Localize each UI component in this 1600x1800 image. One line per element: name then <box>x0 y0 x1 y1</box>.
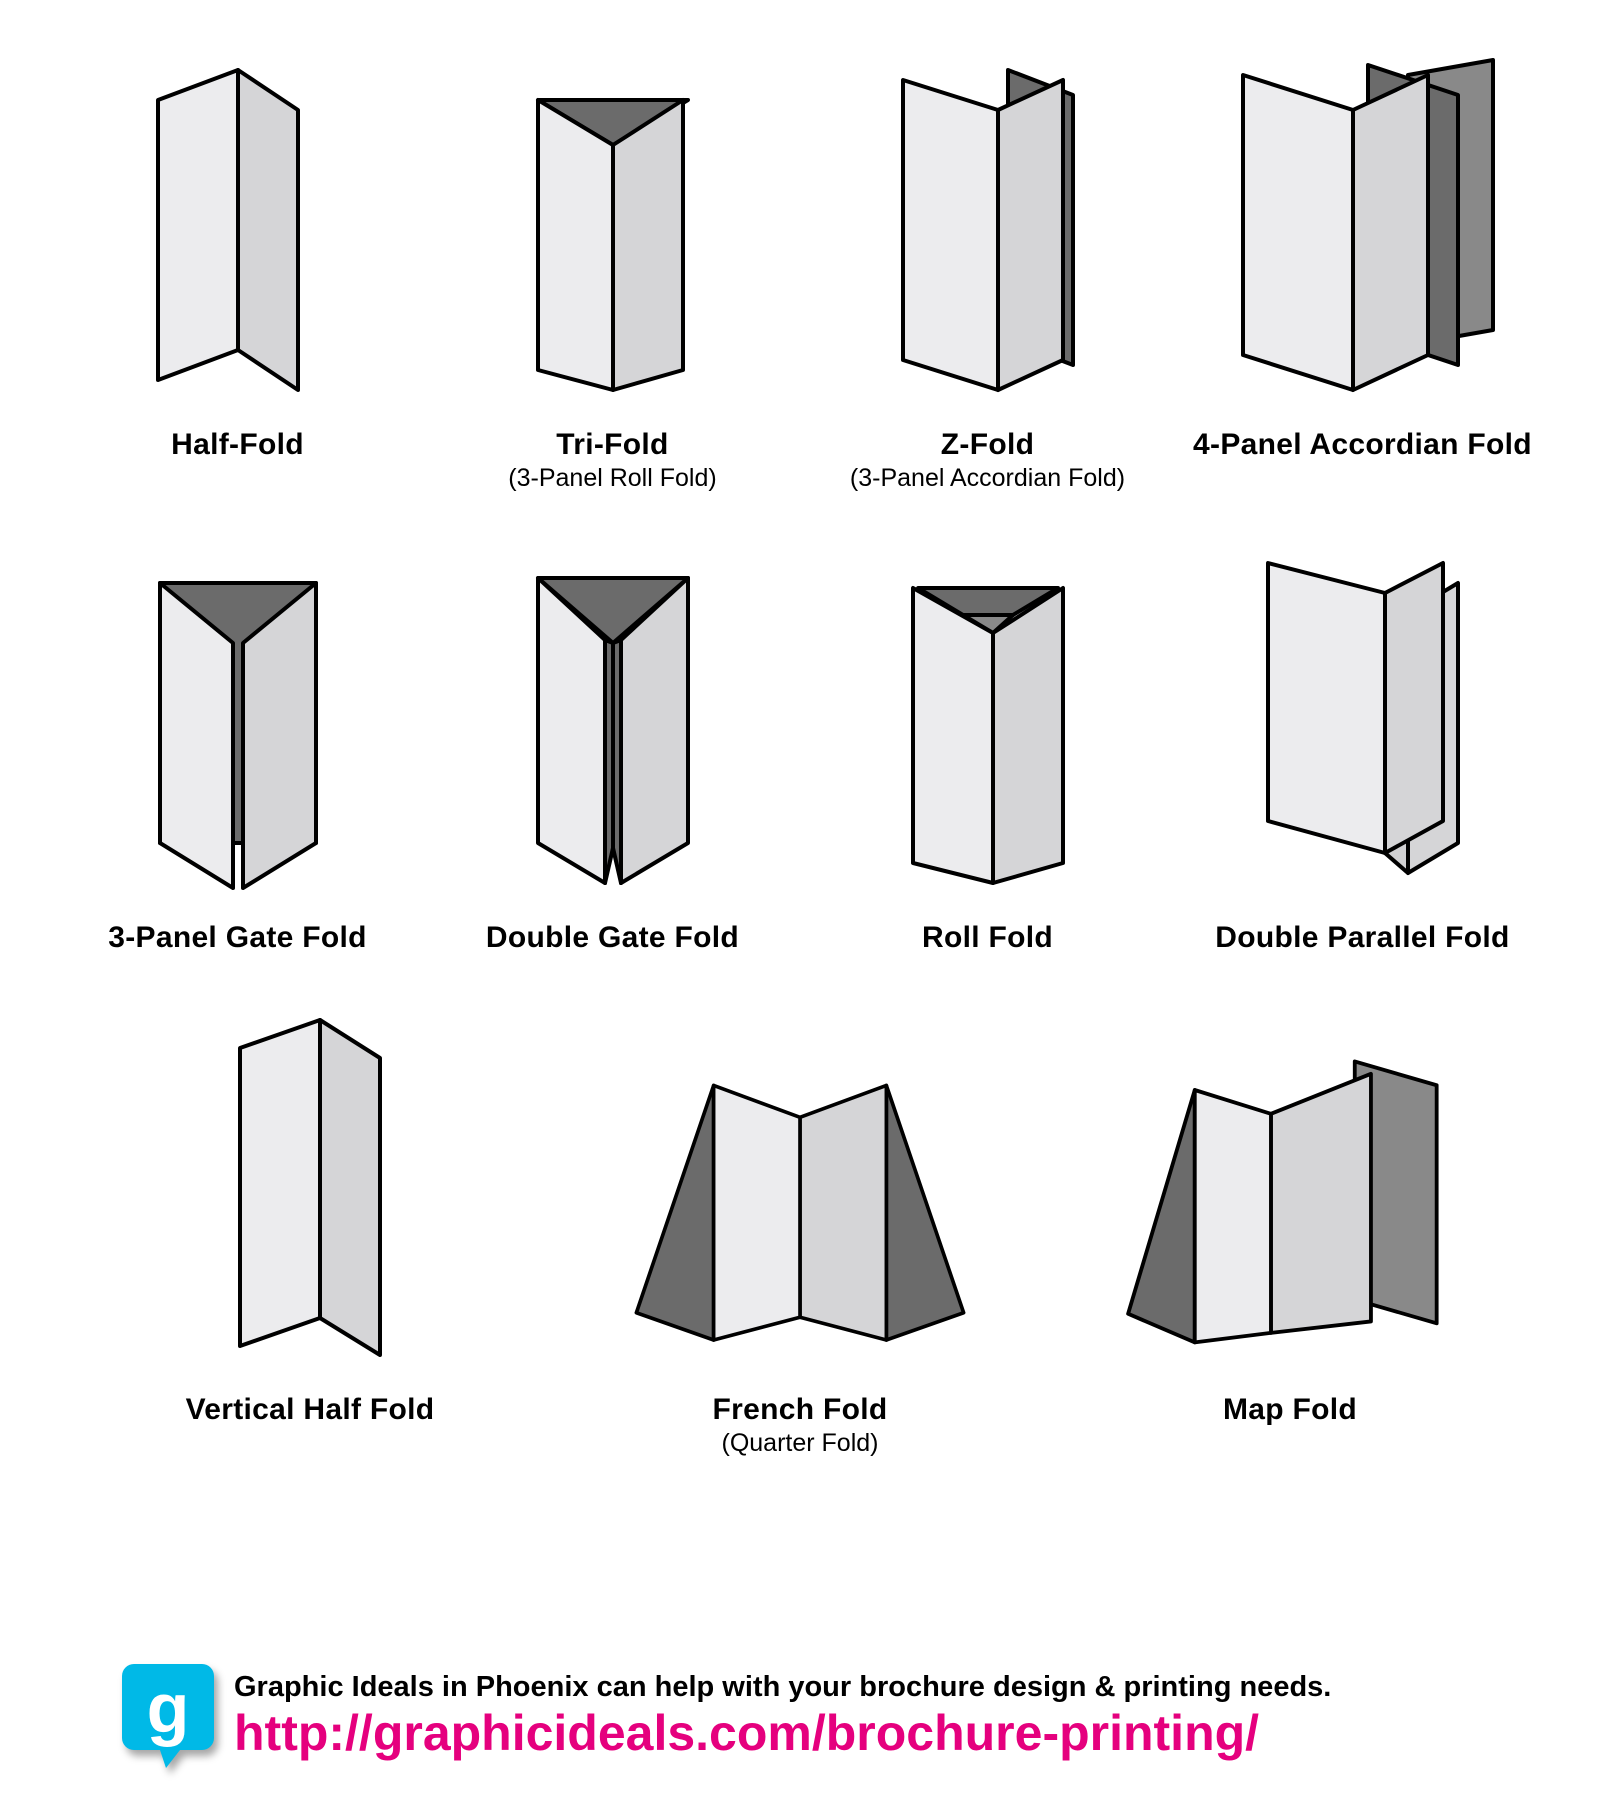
double-gate-diagram <box>453 533 773 913</box>
double-gate-title: Double Gate Fold <box>486 921 739 955</box>
roll-fold-diagram <box>828 533 1148 913</box>
footer-tagline: Graphic Ideals in Phoenix can help with … <box>234 1671 1331 1704</box>
cell-roll-fold: Roll Fold <box>808 533 1168 955</box>
footer: g Graphic Ideals in Phoenix can help wit… <box>50 1644 1550 1770</box>
map-fold-diagram <box>1090 995 1490 1385</box>
french-fold-sub: (Quarter Fold) <box>722 1429 879 1458</box>
half-fold-title: Half-Fold <box>171 428 304 462</box>
gate-3-title: 3-Panel Gate Fold <box>108 921 367 955</box>
z-fold-diagram <box>828 40 1148 420</box>
cell-french-fold: French Fold (Quarter Fold) <box>570 995 1030 1458</box>
tri-fold-title: Tri-Fold <box>556 428 668 462</box>
french-fold-diagram <box>600 995 1000 1385</box>
roll-fold-title: Roll Fold <box>922 921 1053 955</box>
map-fold-title: Map Fold <box>1223 1393 1357 1427</box>
cell-z-fold: Z-Fold (3-Panel Accordian Fold) <box>808 40 1168 493</box>
tri-fold-diagram <box>453 40 773 420</box>
vertical-half-diagram <box>110 995 510 1385</box>
accordion-4-diagram <box>1203 40 1523 420</box>
half-fold-diagram <box>78 40 398 420</box>
vertical-half-title: Vertical Half Fold <box>186 1393 435 1427</box>
cell-map-fold: Map Fold <box>1060 995 1520 1427</box>
cell-tri-fold: Tri-Fold (3-Panel Roll Fold) <box>433 40 793 493</box>
cell-half-fold: Half-Fold <box>58 40 418 462</box>
logo-icon: g <box>120 1662 216 1770</box>
cell-accordion-4: 4-Panel Accordian Fold <box>1183 40 1543 462</box>
row-3: Vertical Half Fold French Fold (Quarter … <box>50 995 1550 1458</box>
footer-url[interactable]: http://graphicideals.com/brochure-printi… <box>234 1704 1331 1762</box>
z-fold-sub: (3-Panel Accordian Fold) <box>850 464 1125 493</box>
row-1: Half-Fold Tri-Fold (3-Panel Roll Fold) <box>50 40 1550 493</box>
z-fold-title: Z-Fold <box>941 428 1034 462</box>
cell-vertical-half: Vertical Half Fold <box>80 995 540 1427</box>
svg-text:g: g <box>147 1669 190 1747</box>
cell-double-parallel: Double Parallel Fold <box>1183 533 1543 955</box>
accordion-4-title: 4-Panel Accordian Fold <box>1193 428 1532 462</box>
double-parallel-title: Double Parallel Fold <box>1215 921 1509 955</box>
cell-double-gate: Double Gate Fold <box>433 533 793 955</box>
french-fold-title: French Fold <box>713 1393 888 1427</box>
gate-3-diagram <box>78 533 398 913</box>
tri-fold-sub: (3-Panel Roll Fold) <box>508 464 716 493</box>
row-2: 3-Panel Gate Fold Double Gate Fold <box>50 533 1550 955</box>
double-parallel-diagram <box>1203 533 1523 913</box>
cell-gate-3: 3-Panel Gate Fold <box>58 533 418 955</box>
fold-grid: Half-Fold Tri-Fold (3-Panel Roll Fold) <box>50 40 1550 1644</box>
